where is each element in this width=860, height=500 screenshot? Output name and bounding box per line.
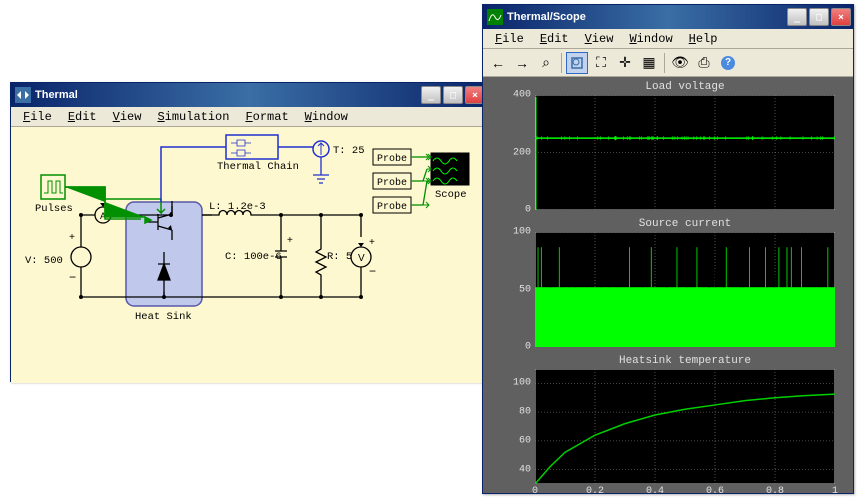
menu-help[interactable]: Help	[681, 30, 726, 48]
menu-simulation[interactable]: Simulation	[149, 108, 237, 126]
resistor-label: R: 5	[327, 251, 352, 263]
cross-icon[interactable]: ✛	[614, 52, 636, 74]
xtick: 1	[832, 486, 838, 497]
scope-menubar: FileEditViewWindowHelp	[483, 29, 853, 49]
thermal-ground	[313, 157, 329, 183]
svg-text:Probe: Probe	[377, 201, 407, 213]
resistor	[316, 237, 326, 297]
scope-canvas: Load voltage0200400 Source current050100 H…	[483, 77, 853, 493]
capacitor-label: C: 100e-6	[225, 251, 282, 263]
ytick: 100	[513, 227, 531, 238]
ytick: 80	[519, 407, 531, 418]
svg-text:−: −	[369, 264, 376, 278]
back-icon[interactable]: ←	[487, 52, 509, 74]
menu-edit[interactable]: Edit	[60, 108, 105, 126]
svg-text:−: −	[69, 271, 76, 285]
menu-file[interactable]: File	[487, 30, 532, 48]
fwd-icon[interactable]: →	[511, 52, 533, 74]
svg-text:+: +	[287, 235, 293, 246]
svg-text:+: +	[69, 233, 75, 244]
scope-window: Thermal/Scope _ □ × FileEditViewWindowHe…	[482, 4, 854, 494]
scope-titlebar[interactable]: Thermal/Scope _ □ ×	[483, 5, 853, 29]
minimize-button[interactable]: _	[421, 86, 441, 104]
thermal-canvas[interactable]: +−AV+−+ProbeProbeProbePulsesThermal Chai…	[11, 127, 487, 383]
menu-window[interactable]: Window	[621, 30, 680, 48]
pic-icon[interactable]: ▦	[638, 52, 660, 74]
inductor-label: L: 1.2e-3	[209, 201, 266, 213]
chart-title: Heatsink temperature	[525, 353, 845, 369]
thermal-menubar: FileEditViewSimulationFormatWindow	[11, 107, 487, 127]
print-icon[interactable]: ⎙	[693, 52, 715, 74]
svg-text:V: V	[358, 253, 365, 264]
ytick: 400	[513, 90, 531, 101]
menu-format[interactable]: Format	[237, 108, 296, 126]
capacitor	[275, 237, 287, 297]
thermal-window: Thermal _ □ × FileEditViewSimulationForm…	[10, 82, 488, 382]
chart-2[interactable]: 40608010000.20.40.60.81	[535, 369, 835, 484]
menu-window[interactable]: Window	[297, 108, 356, 126]
pulses-label: Pulses	[35, 203, 73, 215]
pulses-block	[41, 175, 65, 199]
temp-label: T: 25	[333, 145, 365, 157]
thermal-titlebar[interactable]: Thermal _ □ ×	[11, 83, 487, 107]
xtick: 0.8	[766, 486, 784, 497]
xtick: 0	[532, 486, 538, 497]
ytick: 100	[513, 378, 531, 389]
ytick: 40	[519, 464, 531, 475]
scope-app-icon	[487, 9, 503, 25]
zoom-icon[interactable]: ⌕	[535, 52, 557, 74]
menu-file[interactable]: File	[15, 108, 60, 126]
svg-text:Probe: Probe	[377, 177, 407, 189]
chart-1[interactable]: 050100	[535, 232, 835, 347]
thermal-chain	[226, 135, 278, 159]
voltage-source	[71, 247, 91, 267]
minimize-button[interactable]: _	[787, 8, 807, 26]
xtick: 0.6	[706, 486, 724, 497]
zoombox-icon[interactable]	[566, 52, 588, 74]
help-icon[interactable]: ?	[717, 52, 739, 74]
ytick: 60	[519, 435, 531, 446]
app-icon	[15, 87, 31, 103]
thermal-title: Thermal	[35, 89, 421, 101]
xtick: 0.2	[586, 486, 604, 497]
scope-title: Thermal/Scope	[507, 11, 787, 23]
maximize-button[interactable]: □	[809, 8, 829, 26]
chart-title: Load voltage	[525, 79, 845, 95]
svg-text:+: +	[369, 237, 375, 248]
thermal-chain-label: Thermal Chain	[217, 161, 299, 173]
maximize-button[interactable]: □	[443, 86, 463, 104]
ytick: 200	[513, 147, 531, 158]
ytick: 50	[519, 284, 531, 295]
menu-view[interactable]: View	[577, 30, 622, 48]
svg-text:Probe: Probe	[377, 153, 407, 165]
heat-sink-label: Heat Sink	[135, 311, 192, 323]
fit-icon[interactable]: ⛶	[590, 52, 612, 74]
chart-0[interactable]: 0200400	[535, 95, 835, 210]
chart-title: Source current	[525, 216, 845, 232]
vsource-label: V: 500	[25, 255, 63, 267]
menu-view[interactable]: View	[105, 108, 150, 126]
scope-label: Scope	[435, 189, 467, 201]
close-button[interactable]: ×	[831, 8, 851, 26]
eye-icon[interactable]: 👁	[669, 52, 691, 74]
menu-edit[interactable]: Edit	[532, 30, 577, 48]
scope-toolbar: ←→⌕ ⛶✛▦ 👁⎙?	[483, 49, 853, 77]
xtick: 0.4	[646, 486, 664, 497]
